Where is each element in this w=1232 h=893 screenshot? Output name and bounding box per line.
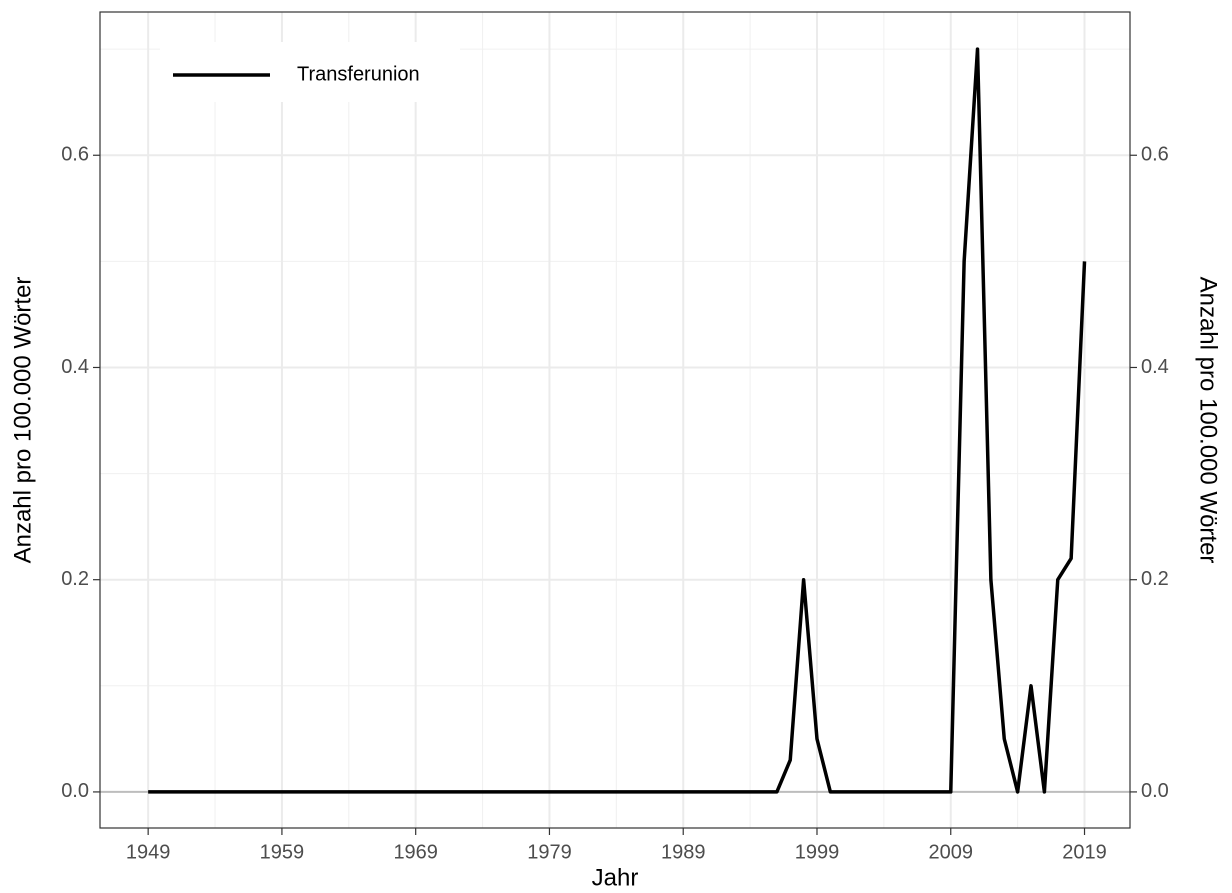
panel xyxy=(100,12,1130,828)
y2-tick-label: 0.6 xyxy=(1141,144,1169,166)
x-tick-label: 1979 xyxy=(527,841,572,863)
x-tick-label: 1949 xyxy=(126,841,171,863)
y-axis-title: Anzahl pro 100.000 Wörter xyxy=(9,277,36,564)
x-tick-label: 1989 xyxy=(661,841,706,863)
y-tick-label: 0.2 xyxy=(61,568,89,590)
x-tick-label: 2009 xyxy=(929,841,974,863)
y2-axis-title: Anzahl pro 100.000 Wörter xyxy=(1195,277,1222,564)
data-line xyxy=(148,47,1087,794)
legend-box xyxy=(160,42,460,102)
y2-tick-label: 0.4 xyxy=(1141,356,1169,378)
x-tick-label: 1969 xyxy=(393,841,438,863)
y2-tick-label: 0.0 xyxy=(1141,780,1169,802)
y-tick-label: 0.6 xyxy=(61,144,89,166)
x-axis-title: Jahr xyxy=(592,864,639,891)
panel-border xyxy=(99,11,1131,829)
y-tick-label: 0.0 xyxy=(61,780,89,802)
y2-tick-label: 0.2 xyxy=(1141,568,1169,590)
y-tick-label: 0.4 xyxy=(61,356,89,378)
x-tick-label: 1999 xyxy=(795,841,840,863)
legend-label: Transferunion xyxy=(297,63,420,85)
x-tick-label: 1959 xyxy=(260,841,305,863)
x-tick-label: 2019 xyxy=(1062,841,1107,863)
